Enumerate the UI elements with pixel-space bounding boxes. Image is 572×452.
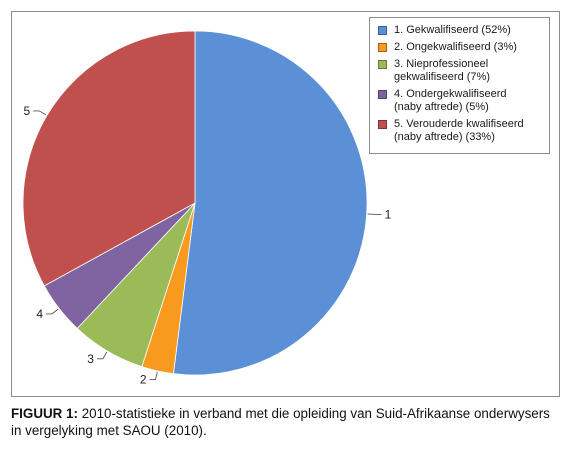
caption-text: 2010-statistieke in verband met die ople… xyxy=(11,406,550,438)
slice-label-4: 4 xyxy=(36,307,43,321)
figure-caption: FIGUUR 1: 2010-statistieke in verband me… xyxy=(11,405,563,439)
legend-item-4: 4. Ondergekwalifiseerd (naby aftrede) (5… xyxy=(376,88,543,114)
legend-label: 5. Verouderde kwalifiseerd (naby aftrede… xyxy=(394,118,524,143)
slice-labels: 1 2 3 4 5 xyxy=(24,104,392,387)
pie-slice-5 xyxy=(22,30,196,287)
slice-leader-4 xyxy=(46,308,59,315)
slice-label-leaders xyxy=(33,110,382,381)
slice-label-5: 5 xyxy=(24,104,31,118)
slice-label-3: 3 xyxy=(87,352,94,366)
legend-swatch xyxy=(378,26,387,35)
chart-legend: 1. Gekwalifiseerd (52%) 2. Ongekwalifisee… xyxy=(369,17,550,154)
slice-label-2: 2 xyxy=(140,373,147,387)
caption-label: FIGUUR 1: xyxy=(11,406,78,421)
legend-label: 1. Gekwalifiseerd (52%) xyxy=(394,24,511,36)
legend-label: 3. Nieprofessioneel gekwalifiseerd (7%) xyxy=(394,58,490,83)
slice-leader-3 xyxy=(96,351,108,360)
pie-chart: 1 2 3 4 5 xyxy=(22,30,392,387)
pie-slices xyxy=(22,30,368,376)
legend-swatch xyxy=(378,90,387,99)
slice-leader-2 xyxy=(149,371,158,381)
legend-label: 2. Ongekwalifiseerd (3%) xyxy=(394,41,517,53)
pie-slice-1 xyxy=(172,30,368,376)
legend-item-5: 5. Verouderde kwalifiseerd (naby aftrede… xyxy=(376,118,543,144)
slice-leader-1 xyxy=(367,213,382,215)
legend-item-1: 1. Gekwalifiseerd (52%) xyxy=(376,24,543,37)
legend-item-2: 2. Ongekwalifiseerd (3%) xyxy=(376,41,543,54)
legend-label: 4. Ondergekwalifiseerd (naby aftrede) (5… xyxy=(394,88,507,113)
legend-swatch xyxy=(378,120,387,129)
legend-swatch xyxy=(378,43,387,52)
legend-swatch xyxy=(378,60,387,69)
legend-item-3: 3. Nieprofessioneel gekwalifiseerd (7%) xyxy=(376,58,543,84)
slice-leader-5 xyxy=(33,110,47,116)
slice-label-1: 1 xyxy=(385,207,392,221)
